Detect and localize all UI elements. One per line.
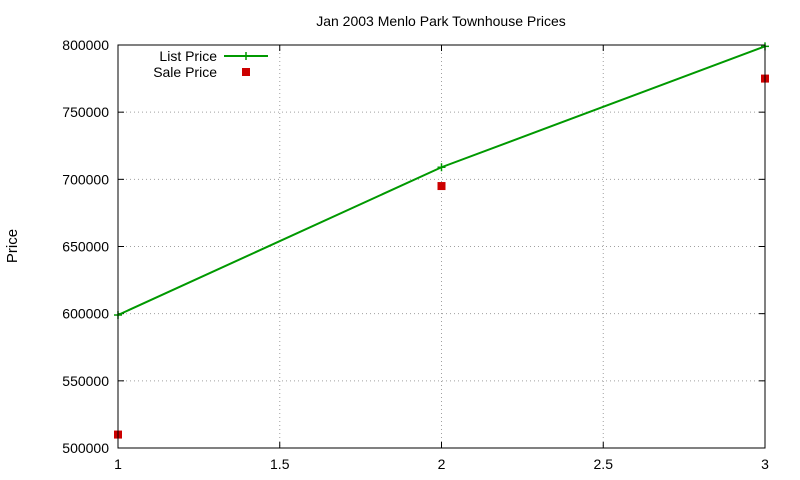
y-axis-label: Price — [4, 229, 21, 263]
grid — [118, 45, 765, 448]
y-tick-label: 550000 — [62, 373, 109, 389]
y-tick-label: 650000 — [62, 239, 109, 255]
plot-frame — [117, 44, 766, 449]
y-tick-label: 750000 — [62, 104, 109, 120]
legend-swatch-marker — [242, 52, 250, 60]
x-tick-label: 1.5 — [270, 456, 290, 472]
legend-label: List Price — [159, 48, 217, 64]
legend-swatch-marker — [242, 68, 250, 76]
sale-price-point — [437, 182, 446, 191]
list-price-point — [437, 163, 446, 172]
tick-labels: 1 1.5 2 2.5 3 500000 550000 600000 650000 700000 7… — [62, 37, 769, 472]
x-tick-label: 2.5 — [594, 456, 614, 472]
x-tick-label: 2 — [438, 456, 446, 472]
x-tick-label: 3 — [761, 456, 769, 472]
legend-label: Sale Price — [153, 64, 217, 80]
x-tick-label: 1 — [114, 456, 122, 472]
y-tick-label: 500000 — [62, 440, 109, 456]
y-tick-label: 600000 — [62, 306, 109, 322]
y-tick-label: 800000 — [62, 37, 109, 53]
y-tick-label: 700000 — [62, 171, 109, 187]
chart-title: Jan 2003 Menlo Park Townhouse Prices — [316, 13, 566, 29]
list-price-line — [117, 45, 766, 316]
